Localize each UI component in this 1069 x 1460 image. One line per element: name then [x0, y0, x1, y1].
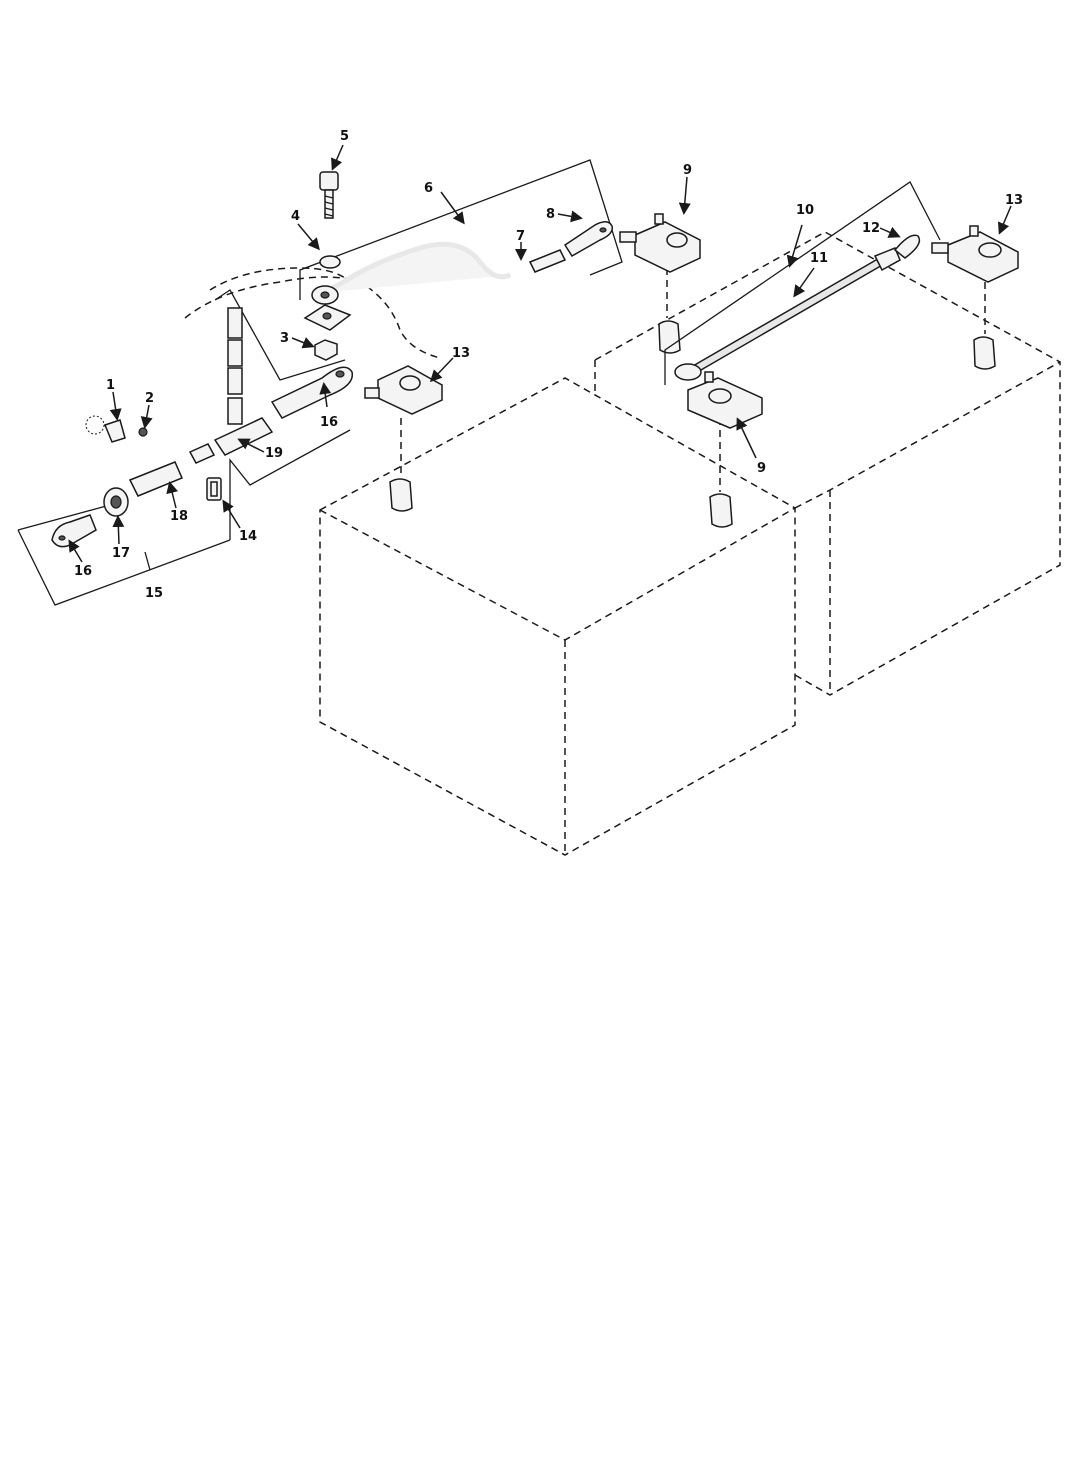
clip [85, 415, 126, 443]
bolt [319, 171, 339, 219]
callout-3: 3 [280, 331, 289, 346]
battery-clamp-left [364, 365, 443, 415]
spacer-plate [303, 304, 352, 331]
screw [138, 427, 148, 437]
callout-2: 2 [145, 391, 154, 406]
battery-clamp-right [931, 225, 1019, 283]
callout-16-lower: 16 [74, 564, 92, 579]
callout-8: 8 [546, 207, 555, 222]
lock-washer [319, 255, 341, 269]
callout-13-left: 13 [452, 346, 470, 361]
callout-6: 6 [424, 181, 433, 196]
callout-4: 4 [291, 209, 300, 224]
vertical-connector-parts [227, 307, 243, 425]
cable-assembly [311, 241, 512, 305]
battery-clamp-upper [619, 213, 701, 273]
callout-11: 11 [810, 251, 828, 266]
battery-post-right-a [658, 320, 681, 354]
battery-post-left-a [389, 478, 413, 512]
callout-12: 12 [862, 221, 880, 236]
battery-left [319, 377, 796, 856]
pin-connector [128, 461, 183, 497]
gasket [206, 477, 222, 501]
sleeve [528, 249, 567, 273]
washer [103, 487, 129, 517]
battery-clamp-lower [687, 371, 763, 429]
callout-5: 5 [340, 129, 349, 144]
connector-body [188, 417, 274, 464]
callout-17: 17 [112, 546, 130, 561]
callout-1: 1 [106, 378, 115, 393]
terminal-lug-upper [563, 221, 613, 258]
callout-15: 15 [145, 586, 163, 601]
callout-13-right: 13 [1005, 193, 1023, 208]
nut [314, 339, 338, 361]
terminal-lower [51, 514, 97, 548]
battery-post-left-b [709, 493, 733, 528]
callout-7: 7 [516, 229, 525, 244]
callout-9-lower: 9 [757, 461, 766, 476]
callout-14: 14 [239, 529, 257, 544]
callout-16-upper: 16 [320, 415, 338, 430]
jumper-cable [674, 234, 921, 381]
callout-19: 19 [265, 446, 283, 461]
battery-post-right-b [973, 336, 996, 370]
callout-18: 18 [170, 509, 188, 524]
terminal-upper [270, 366, 354, 419]
callout-9-upper: 9 [683, 163, 692, 178]
callout-10: 10 [796, 203, 814, 218]
battery-right [594, 231, 1061, 696]
